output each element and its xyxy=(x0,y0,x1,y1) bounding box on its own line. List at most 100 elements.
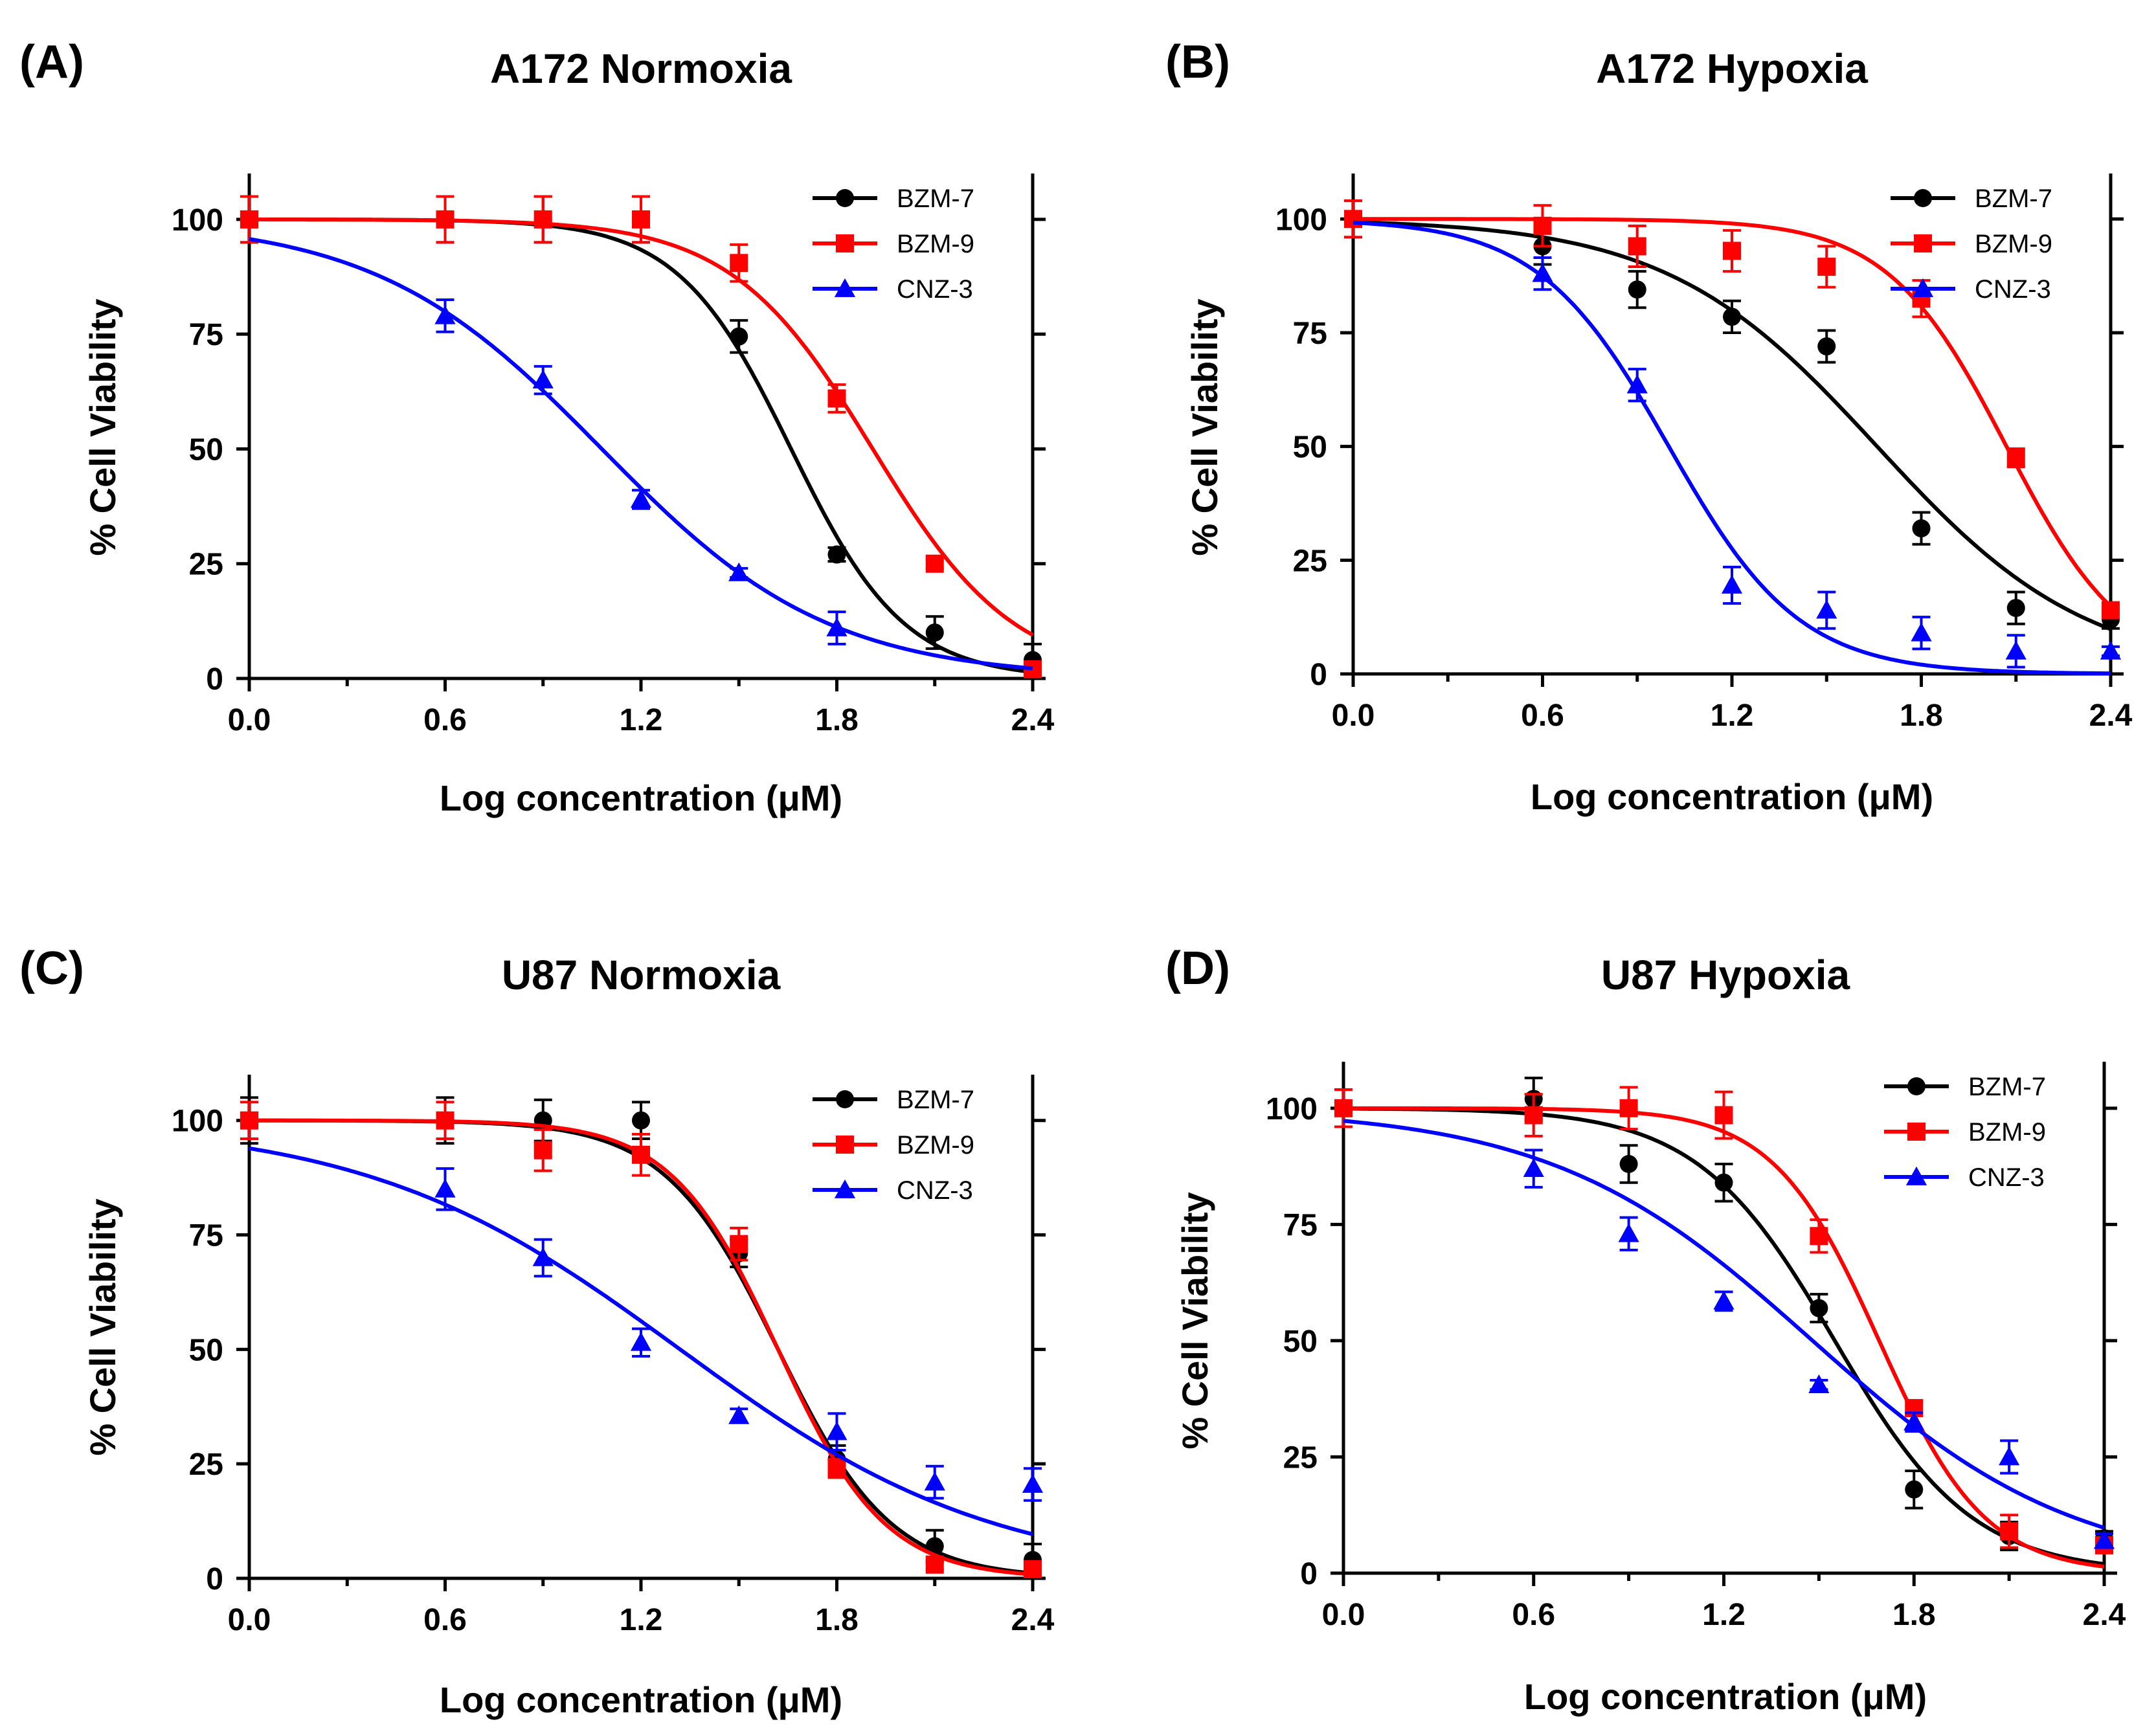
x-tick-label: 1.8 xyxy=(815,703,859,737)
data-point xyxy=(532,369,554,388)
legend-label: CNZ-3 xyxy=(1968,1163,2045,1192)
x-tick-label: 1.8 xyxy=(815,1603,859,1637)
data-point xyxy=(925,554,944,573)
data-point xyxy=(1618,1223,1639,1242)
x-tick-label: 1.8 xyxy=(1892,1598,1936,1632)
data-point xyxy=(925,1555,944,1574)
data-point xyxy=(1816,599,1837,619)
panel-letter: (C) xyxy=(19,943,84,994)
legend-marker xyxy=(834,1179,856,1198)
data-point xyxy=(1626,374,1648,394)
legend-label: BZM-9 xyxy=(1975,230,2052,258)
x-tick-label: 1.2 xyxy=(1711,699,1754,733)
y-axis-title: % Cell Viability xyxy=(1174,1192,1215,1449)
y-tick-label: 0 xyxy=(1300,1557,1318,1591)
data-point xyxy=(630,1332,652,1351)
panel-letter: (B) xyxy=(1165,36,1230,88)
y-tick-label: 25 xyxy=(189,548,223,582)
legend-marker xyxy=(836,234,854,252)
fit-curve-cnz-3 xyxy=(1353,220,2111,676)
x-tick-label: 0.0 xyxy=(1322,1598,1365,1632)
panel-letter: (D) xyxy=(1165,943,1230,994)
legend-marker xyxy=(1912,278,1934,297)
legend-label: CNZ-3 xyxy=(1975,275,2051,304)
data-point xyxy=(827,1459,846,1478)
series-cnz-3: CNZ-3 xyxy=(249,237,1033,671)
y-tick-label: 50 xyxy=(1293,431,1327,465)
legend-label: BZM-7 xyxy=(1975,185,2052,213)
series-cnz-3: CNZ-3 xyxy=(249,1146,1044,1536)
data-point xyxy=(2006,449,2025,467)
series-bzm-7: BZM-7 xyxy=(1344,185,2120,631)
chart-title: A172 Normoxia xyxy=(490,45,792,92)
data-point xyxy=(1999,1446,2020,1466)
x-tick-label: 0.0 xyxy=(228,703,271,737)
y-tick-label: 100 xyxy=(172,1104,223,1139)
data-point xyxy=(730,327,748,346)
data-point xyxy=(2093,1530,2115,1549)
series-bzm-9: BZM-9 xyxy=(1334,1086,2113,1569)
data-point xyxy=(2005,640,2027,660)
x-tick-label: 0.0 xyxy=(1332,699,1375,733)
x-axis-title: Log concentration (μM) xyxy=(440,778,842,818)
data-point xyxy=(533,210,552,229)
x-tick-label: 0.0 xyxy=(228,1603,271,1637)
y-tick-label: 25 xyxy=(1283,1440,1318,1475)
data-point xyxy=(1713,1290,1735,1310)
y-tick-label: 0 xyxy=(206,662,223,697)
data-point xyxy=(2102,601,2120,620)
chart-title: A172 Hypoxia xyxy=(1596,45,1868,92)
chart-title: U87 Hypoxia xyxy=(1601,952,1850,998)
data-point xyxy=(1523,1158,1544,1178)
legend-label: BZM-9 xyxy=(1968,1118,2046,1147)
y-tick-label: 100 xyxy=(1275,203,1327,237)
data-point xyxy=(1619,1099,1638,1117)
x-tick-label: 1.2 xyxy=(620,1603,663,1637)
x-tick-label: 2.4 xyxy=(1011,1603,1055,1637)
legend-label: BZM-7 xyxy=(897,1086,974,1114)
x-tick-label: 0.6 xyxy=(423,703,467,737)
data-point xyxy=(436,210,455,229)
data-point xyxy=(1714,1173,1733,1192)
data-point xyxy=(1721,574,1743,594)
data-point xyxy=(728,562,750,581)
data-point xyxy=(240,210,258,229)
y-tick-label: 75 xyxy=(1283,1208,1318,1242)
fit-curve-cnz-3 xyxy=(1343,1119,2105,1530)
legend-marker xyxy=(1914,234,1932,252)
legend-label: BZM-9 xyxy=(897,230,974,258)
y-tick-label: 50 xyxy=(189,1333,223,1367)
series-bzm-9: BZM-9 xyxy=(240,1101,1042,1578)
chart-panel-1: (A) A172 Normoxia 0.0 0.6 1.2 1.8 2.4 0 25 50 75 10… xyxy=(19,36,1055,818)
data-point xyxy=(730,254,748,273)
data-point xyxy=(925,1537,944,1556)
y-axis-title: % Cell Viability xyxy=(82,1198,123,1455)
data-point xyxy=(2000,1522,2019,1541)
x-axis-title: Log concentration (μM) xyxy=(1531,776,1933,817)
y-tick-label: 25 xyxy=(1293,544,1327,578)
x-tick-label: 0.6 xyxy=(1512,1598,1555,1632)
data-point xyxy=(632,1111,650,1130)
y-tick-label: 25 xyxy=(189,1448,223,1482)
y-tick-label: 75 xyxy=(189,1219,223,1253)
data-point xyxy=(436,1111,455,1130)
data-point xyxy=(730,1235,748,1253)
data-point xyxy=(1810,1299,1828,1317)
data-point xyxy=(1524,1106,1543,1125)
chart-panel-2: (B) A172 Hypoxia 0.0 0.6 1.2 1.8 2.4 0 25 50 75 100… xyxy=(1165,36,2133,817)
y-tick-label: 50 xyxy=(1283,1325,1318,1359)
data-point xyxy=(827,545,846,564)
x-tick-label: 0.6 xyxy=(1521,699,1564,733)
chart-panel-4: (D) U87 Hypoxia 0.0 0.6 1.2 1.8 2.4 0 25 50 75 100 L… xyxy=(1165,943,2126,1717)
x-tick-label: 1.2 xyxy=(620,703,663,737)
x-tick-label: 2.4 xyxy=(2089,699,2133,733)
y-tick-label: 75 xyxy=(1293,317,1327,351)
data-point xyxy=(1344,210,1362,229)
legend-label: CNZ-3 xyxy=(897,275,973,304)
data-point xyxy=(532,1247,554,1266)
data-point xyxy=(632,210,650,229)
legend-label: BZM-7 xyxy=(1968,1073,2046,1101)
data-point xyxy=(1817,258,1836,276)
legend-label: BZM-9 xyxy=(897,1131,974,1159)
